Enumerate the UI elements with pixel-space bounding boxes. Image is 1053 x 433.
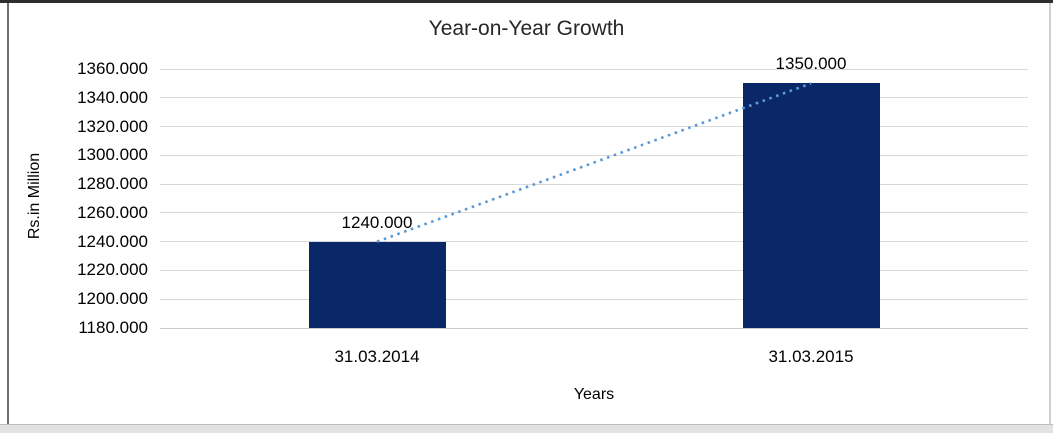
y-gridline: [160, 269, 1028, 271]
y-tick-label: 1240.000: [77, 231, 148, 251]
y-gridline: [160, 97, 1028, 99]
y-tick-label: 1280.000: [77, 174, 148, 194]
x-category-label: 31.03.2014: [334, 347, 420, 366]
y-gridline: [160, 183, 1028, 185]
y-tick-label: 1320.000: [77, 116, 148, 136]
y-tick-label: 1260.000: [77, 202, 148, 222]
data-label: 1350.000: [775, 54, 847, 74]
y-gridline: [160, 68, 1028, 70]
y-gridline: [160, 126, 1028, 128]
y-tick-label: 1360.000: [77, 59, 148, 78]
data-label: 1240.000: [341, 212, 413, 232]
y-tick-label: 1180.000: [78, 318, 148, 337]
y-tick-label: 1340.000: [77, 87, 148, 107]
y-tick-label: 1200.000: [77, 289, 148, 309]
y-gridline: [160, 212, 1028, 214]
x-category-label: 31.03.2015: [768, 347, 854, 366]
y-gridline: [160, 241, 1028, 243]
x-axis-title: Years: [573, 386, 615, 403]
y-tick-label: 1220.000: [77, 260, 148, 280]
bar-31.03.2015: [742, 83, 880, 328]
chart-title: Year-on-Year Growth: [428, 17, 625, 40]
y-gridline: [160, 154, 1028, 156]
y-tick-label: 1300.000: [77, 145, 148, 165]
y-gridline: [160, 327, 1028, 329]
y-gridline: [160, 298, 1028, 300]
bar-31.03.2014: [308, 241, 446, 328]
